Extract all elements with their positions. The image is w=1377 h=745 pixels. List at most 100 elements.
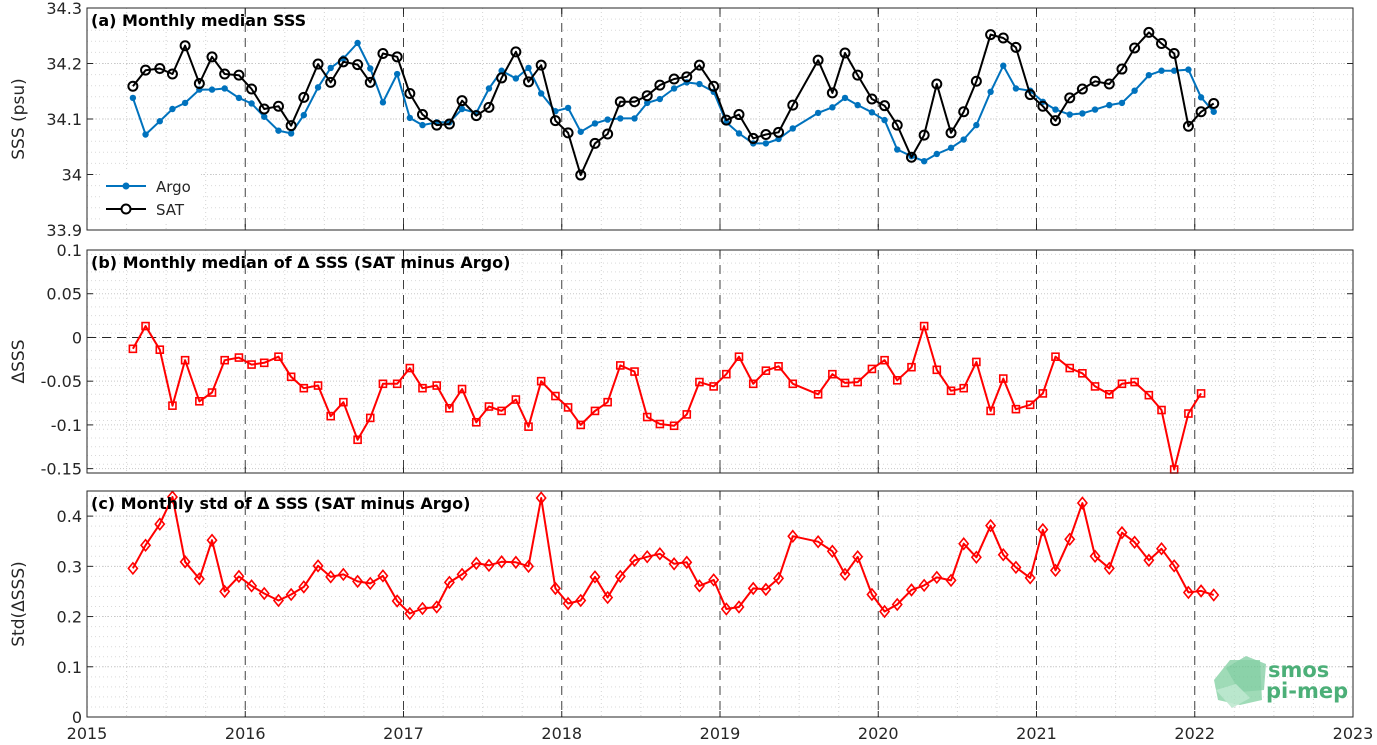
data-point <box>168 401 177 410</box>
data-point <box>325 76 337 88</box>
data-point <box>154 517 166 531</box>
data-point <box>404 87 416 99</box>
data-point <box>629 553 641 568</box>
data-point <box>128 344 138 354</box>
data-point <box>1170 67 1178 74</box>
logo-line2: pi-mep <box>1266 679 1348 703</box>
legend-box <box>100 172 200 222</box>
x-axis <box>86 250 1354 473</box>
x-tick-label: 2015 <box>67 724 108 743</box>
data-point <box>813 389 823 399</box>
data-point <box>535 491 547 505</box>
data-point <box>1196 389 1206 398</box>
data-point <box>1143 553 1155 568</box>
data-point <box>868 109 876 116</box>
data-point <box>670 85 678 92</box>
data-point <box>246 83 258 95</box>
data-point <box>614 569 626 584</box>
data-point <box>986 406 995 416</box>
data-point <box>258 586 270 601</box>
data-point <box>681 71 693 83</box>
data-point <box>788 379 798 389</box>
data-point <box>169 105 176 113</box>
data-point <box>1116 525 1128 540</box>
data-point <box>419 121 426 129</box>
data-point <box>377 48 389 60</box>
series-line <box>132 325 1202 471</box>
data-point <box>353 435 362 445</box>
data-point <box>617 115 624 122</box>
data-point <box>246 579 258 593</box>
legend: Argo SAT <box>100 172 200 222</box>
data-point <box>142 131 149 138</box>
data-point <box>789 125 796 132</box>
data-point <box>483 101 495 113</box>
data-point <box>416 601 429 616</box>
data-point <box>641 550 653 564</box>
data-point <box>760 129 772 141</box>
data-point <box>1024 89 1036 101</box>
data-point <box>773 571 785 586</box>
data-point <box>630 367 639 376</box>
data-point <box>947 144 955 152</box>
data-point <box>735 130 743 137</box>
data-point <box>603 397 612 407</box>
data-point <box>985 518 997 533</box>
series-line <box>132 496 1215 615</box>
data-point <box>629 96 641 108</box>
data-point <box>445 403 454 413</box>
data-point <box>456 95 468 107</box>
data-point <box>432 381 442 390</box>
data-point <box>654 79 666 91</box>
data-point <box>234 353 244 362</box>
data-point <box>248 100 255 107</box>
data-point <box>644 99 651 107</box>
data-point <box>127 80 139 92</box>
data-point <box>589 570 601 584</box>
data-point <box>1000 62 1007 69</box>
legend-argo-label: Argo <box>156 178 191 196</box>
data-point <box>261 113 268 120</box>
data-point <box>405 363 415 373</box>
data-point <box>431 119 443 131</box>
y-tick-label: 0.3 <box>57 557 82 576</box>
data-point <box>562 127 574 139</box>
data-point <box>958 106 970 118</box>
data-point <box>471 417 481 427</box>
data-point <box>880 355 889 365</box>
data-point <box>166 68 178 80</box>
x-tick-label: 2019 <box>700 724 741 743</box>
data-point <box>156 118 163 125</box>
data-point <box>747 581 759 596</box>
data-point <box>179 555 191 569</box>
data-point <box>1089 75 1101 87</box>
data-point <box>866 93 878 105</box>
data-point <box>762 140 770 147</box>
data-point <box>511 395 521 404</box>
data-point <box>682 410 692 419</box>
data-point <box>774 362 783 371</box>
data-point <box>960 136 967 143</box>
data-point <box>696 80 703 88</box>
data-point <box>337 56 349 68</box>
y-axis-label: ΔSSS <box>9 339 29 383</box>
data-point <box>456 567 468 582</box>
chart-panel-b: -0.15 -0.1 -0.05 0 0.05 0.1 ΔSSS (b) Monthly me… <box>9 241 1354 479</box>
data-point <box>1076 83 1088 95</box>
data-point <box>206 533 218 547</box>
y-axis-label: SSS (psu) <box>9 78 29 159</box>
data-point <box>614 96 626 108</box>
smos-logo: smos pi-mep <box>1214 656 1348 708</box>
data-point <box>364 576 376 591</box>
data-point <box>1076 496 1088 510</box>
logo-mark-icon <box>1214 656 1266 708</box>
data-point <box>1117 379 1127 389</box>
legend-argo-marker <box>122 182 130 190</box>
data-point <box>233 569 245 584</box>
data-point <box>747 132 759 144</box>
data-point <box>668 557 680 571</box>
panel-title: (b) Monthly median of Δ SSS (SAT minus A… <box>91 253 510 272</box>
data-point <box>551 391 560 401</box>
data-point <box>496 555 508 569</box>
data-point <box>905 151 917 163</box>
